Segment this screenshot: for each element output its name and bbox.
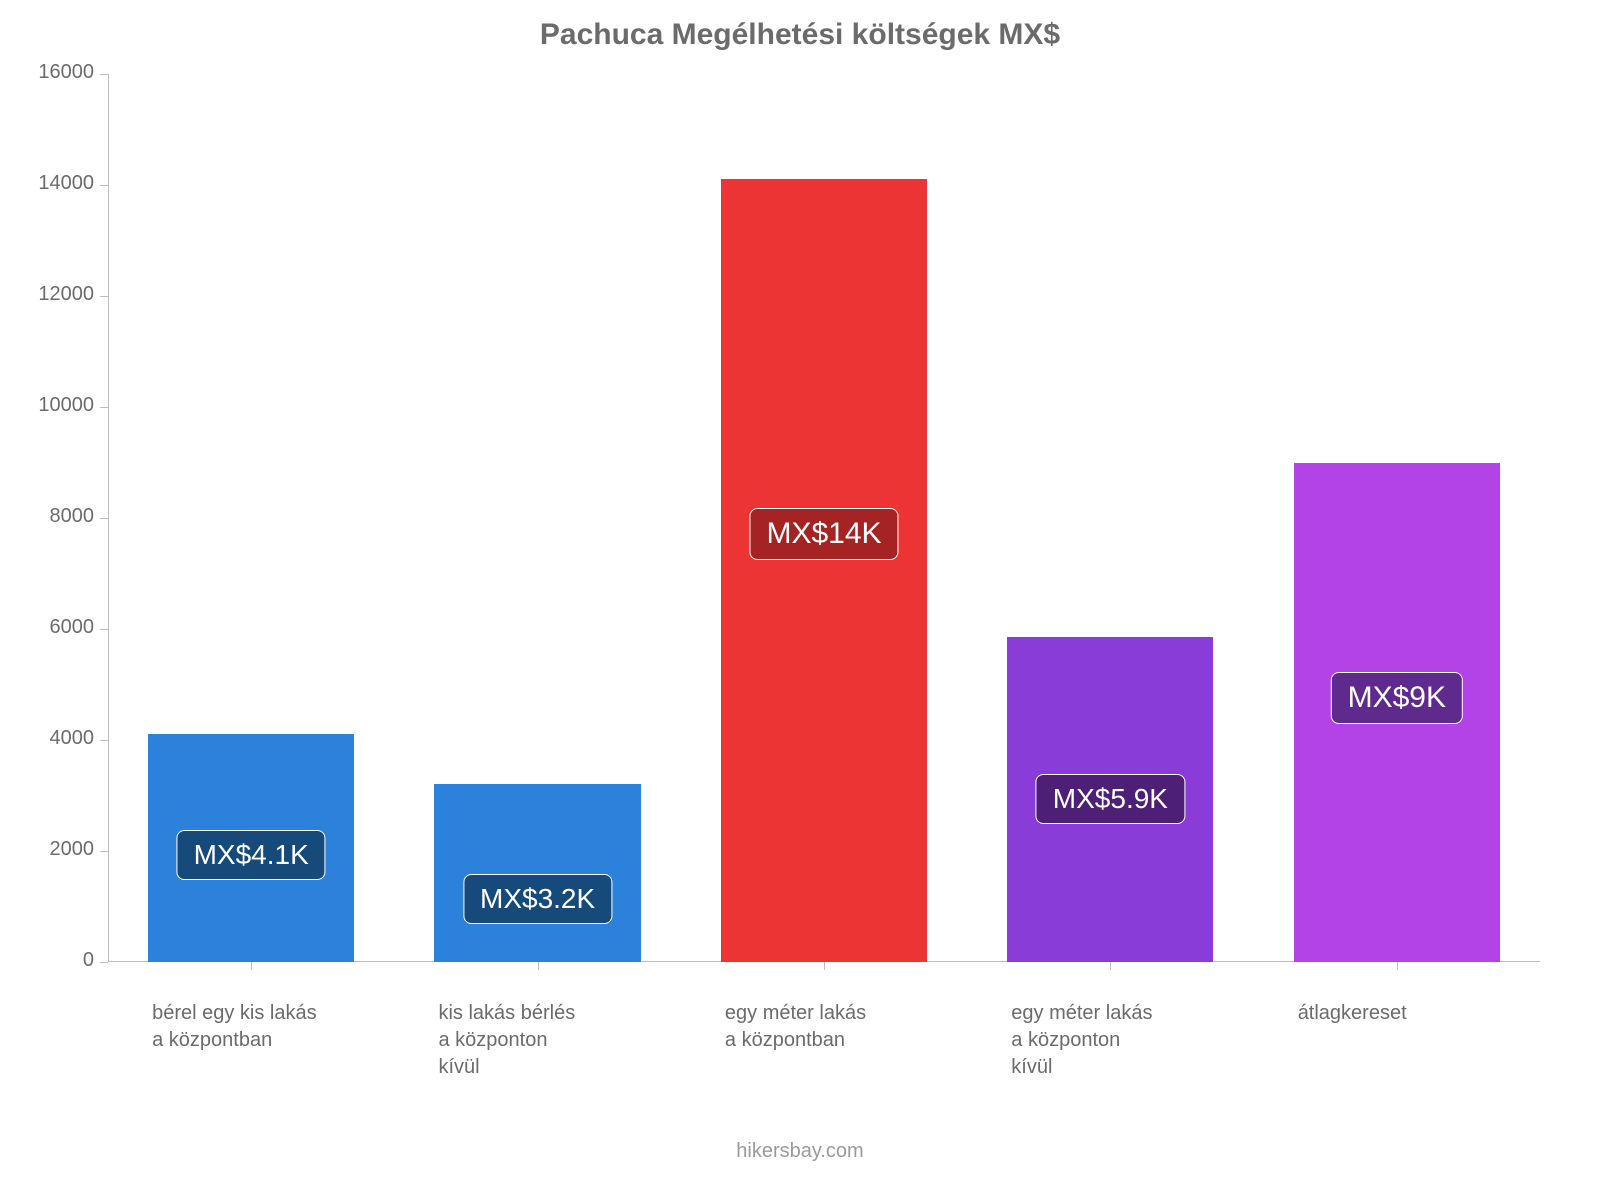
x-tick-mark [1110,962,1111,970]
value-badge: MX$14K [749,508,898,560]
y-tick-label: 14000 [38,172,94,195]
x-axis-label: bérel egy kis lakás a központban [152,1000,317,1054]
y-tick-mark [100,407,108,408]
y-tick-label: 2000 [50,838,95,861]
y-tick-mark [100,629,108,630]
y-tick-mark [100,296,108,297]
chart-container: Pachuca Megélhetési költségek MX$ 020004… [0,0,1600,1200]
y-tick-mark [100,74,108,75]
value-badge: MX$9K [1331,672,1463,724]
bar [721,179,927,962]
y-tick-mark [100,518,108,519]
x-axis-label: kis lakás bérlés a központon kívül [438,1000,575,1081]
y-tick-mark [100,185,108,186]
x-axis-labels-group: bérel egy kis lakás a központban kis laká… [108,984,1540,1200]
value-badge: MX$3.2K [463,874,612,924]
plot-area: 0200040006000800010000120001400016000 MX… [108,74,1540,962]
chart-title: Pachuca Megélhetési költségek MX$ [0,18,1600,52]
footer-credit: hikersbay.com [0,1140,1600,1163]
x-tick-mark [251,962,252,970]
y-tick-label: 8000 [50,505,95,528]
x-axis-label: egy méter lakás a központon kívül [1011,1000,1152,1081]
x-axis-label: átlagkereset [1298,1000,1407,1027]
x-tick-mark [538,962,539,970]
y-tick-label: 16000 [38,61,94,84]
x-tick-mark [824,962,825,970]
value-badge: MX$5.9K [1036,774,1185,824]
y-tick-label: 10000 [38,394,94,417]
y-tick-mark [100,962,108,963]
x-tick-mark [1397,962,1398,970]
y-tick-mark [100,740,108,741]
y-tick-label: 0 [83,949,94,972]
y-tick-label: 4000 [50,727,95,750]
value-badge: MX$4.1K [177,830,326,880]
x-axis-label: egy méter lakás a központban [725,1000,866,1054]
y-tick-label: 6000 [50,616,95,639]
y-tick-label: 12000 [38,283,94,306]
y-tick-mark [100,851,108,852]
bar [434,784,640,962]
